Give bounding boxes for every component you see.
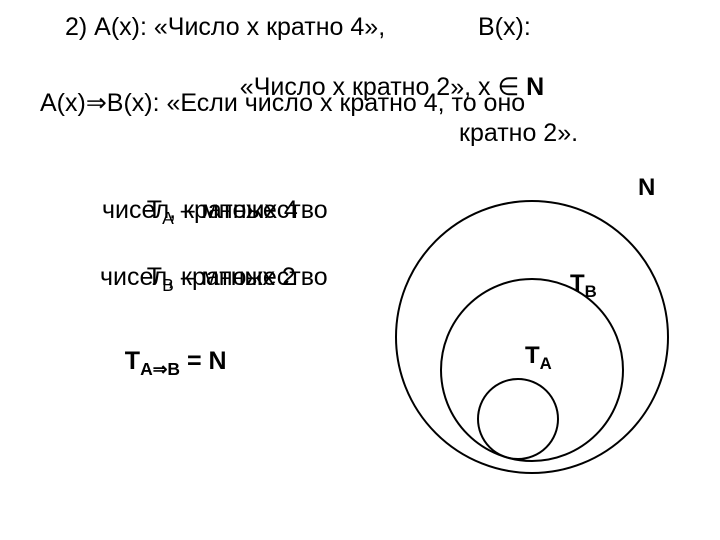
label-TA-sub: А [540, 354, 552, 373]
line-2-N: N [526, 73, 544, 101]
venn-diagram: N ТВ ТА [370, 170, 700, 520]
line-4: кратно 2». [459, 118, 578, 148]
label-TA-pre: Т [525, 342, 540, 369]
label-TB-pre: Т [570, 270, 585, 297]
eq-pre: Т [125, 347, 140, 375]
line-1a: 2) А(х): «Число х кратно 4», [65, 12, 385, 42]
circle-inner-TA [477, 378, 559, 460]
equation: ТА⇒В = N [97, 316, 227, 410]
eq-sub: А⇒В [140, 359, 180, 379]
label-TB-sub: В [585, 282, 597, 301]
tb-desc-line2: чисел, кратных 2 [100, 262, 296, 292]
ta-desc-line2: чисел, кратных 4 [102, 195, 298, 225]
label-N: N [638, 174, 655, 202]
slide: 2) А(х): «Число х кратно 4», В(х): «Числ… [0, 0, 720, 540]
eq-mid: = [180, 347, 209, 375]
line-3: А(х)⇒В(х): «Если число х кратно 4, то он… [40, 88, 525, 118]
line-1b: В(х): [478, 12, 531, 42]
label-TB: ТВ [570, 270, 597, 302]
label-TA: ТА [525, 342, 552, 374]
label-N-text: N [638, 174, 655, 201]
eq-N: N [209, 347, 227, 375]
